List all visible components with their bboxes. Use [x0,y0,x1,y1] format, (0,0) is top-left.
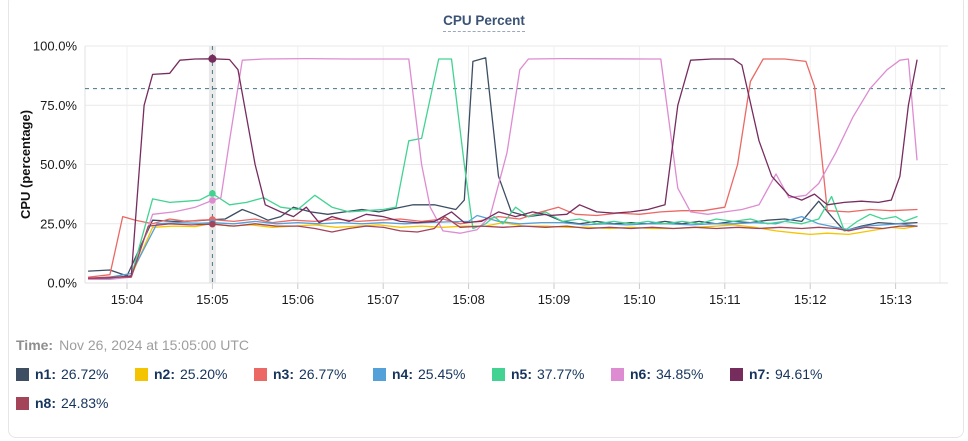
crosshair-dot-n5 [209,190,216,197]
legend-value-n6: 34.85% [656,366,704,382]
y-tick-label: 75.0% [40,98,77,113]
x-tick-label: 15:09 [538,292,571,307]
x-tick-label: 15:13 [879,292,912,307]
y-axis-title: CPU (percentage) [18,110,33,219]
x-tick-label: 15:08 [452,292,485,307]
legend-value-n7: 94.61% [775,366,823,382]
x-tick-label: 15:11 [709,292,741,307]
y-tick-label: 25.0% [40,216,77,231]
legend-label-n2: n2: [154,366,175,382]
crosshair-dot-n6 [209,197,216,204]
legend-value-n3: 26.77% [299,366,347,382]
crosshair-dot-n8 [209,220,216,228]
legend-swatch-n7-icon [730,367,743,381]
legend-swatch-n6-icon [611,367,624,381]
legend-item-n5[interactable]: n5: 37.77% [492,366,611,382]
legend-swatch-n3-icon [254,367,267,381]
legend-label-n1: n1: [35,366,56,382]
series-line-n3[interactable] [87,58,918,278]
legend-swatch-n8-icon [16,396,29,410]
legend-item-n3[interactable]: n3: 26.77% [254,366,373,382]
time-value: Nov 26, 2024 at 15:05:00 UTC [59,337,249,353]
legend-swatch-n1-icon [16,367,29,381]
legend-item-n4[interactable]: n4: 25.45% [373,366,492,382]
legend-swatch-n4-icon [373,367,386,381]
x-tick-label: 15:10 [623,292,656,307]
legend-label-n7: n7: [749,366,770,382]
series-line-n4[interactable] [87,214,918,279]
series-line-n5[interactable] [87,58,918,279]
legend-item-n6[interactable]: n6: 34.85% [611,366,730,382]
x-tick-label: 15:04 [111,292,144,307]
legend-swatch-n5-icon [492,367,505,381]
legend-label-n5: n5: [511,366,532,382]
legend-item-n8[interactable]: n8: 24.83% [16,395,135,411]
legend-item-n2[interactable]: n2: 25.20% [135,366,254,382]
series-line-n7[interactable] [87,58,918,279]
y-tick-label: 100.0% [33,39,78,54]
time-label: Time: [16,337,54,353]
legend-item-n7[interactable]: n7: 94.61% [730,366,849,382]
chart-legend: n1: 26.72% n2: 25.20% n3: 26.77% n4: 25.… [16,366,916,411]
legend-value-n2: 25.20% [180,366,228,382]
x-tick-label: 15:05 [196,292,229,307]
legend-value-n1: 26.72% [61,366,109,382]
legend-swatch-n2-icon [135,367,148,381]
legend-label-n3: n3: [273,366,294,382]
x-tick-label: 15:12 [794,292,827,307]
legend-label-n6: n6: [630,366,651,382]
y-tick-label: 50.0% [40,157,77,172]
legend-label-n4: n4: [392,366,413,382]
series-line-n8[interactable] [87,215,918,279]
series-line-n6[interactable] [87,57,918,281]
series-line-n1[interactable] [87,57,918,277]
x-tick-label: 15:06 [282,292,315,307]
legend-value-n8: 24.83% [61,395,109,411]
selected-time-row: Time: Nov 26, 2024 at 15:05:00 UTC [16,337,249,353]
legend-label-n8: n8: [35,395,56,411]
legend-value-n4: 25.45% [418,366,466,382]
y-tick-label: 0.0% [47,276,77,291]
crosshair-dot-n7 [208,54,217,63]
legend-value-n5: 37.77% [537,366,585,382]
x-tick-label: 15:07 [367,292,400,307]
cpu-percent-chart[interactable]: 100.0% 75.0% 50.0% 25.0% 0.0% 15:04 15:05 15:06… [0,0,968,320]
legend-item-n1[interactable]: n1: 26.72% [16,366,135,382]
